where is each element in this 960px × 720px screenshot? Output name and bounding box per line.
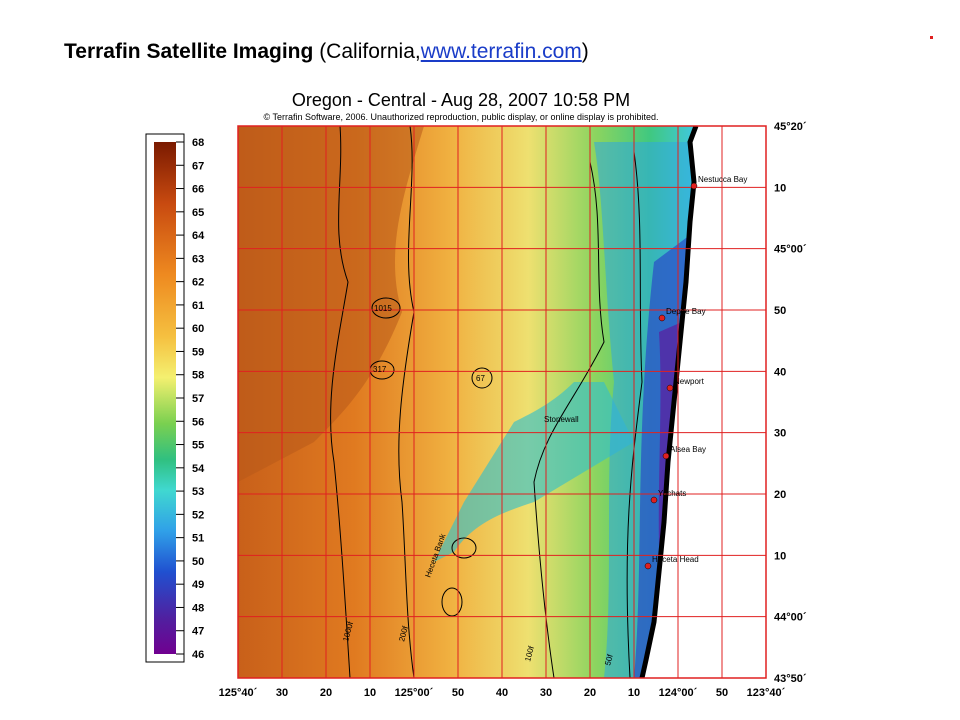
- place-marker: [650, 496, 658, 504]
- contour-label: 67: [476, 374, 485, 383]
- colorbar-tick-label: 65: [192, 207, 204, 219]
- colorbar: [154, 142, 176, 654]
- contour-seamount-1015: [371, 297, 401, 319]
- place-label: Depoe Bay: [666, 307, 706, 316]
- slide-title: Terrafin Satellite Imaging (California,w…: [64, 40, 589, 64]
- map-copyright: © Terrafin Software, 2006. Unauthorized …: [263, 112, 658, 122]
- terrafin-link[interactable]: www.terrafin.com: [420, 40, 582, 63]
- slide-title-bold: Terrafin Satellite Imaging: [64, 40, 314, 63]
- colorbar-tick-label: 59: [192, 346, 204, 358]
- contour-50f: [626, 151, 643, 678]
- slide-title-open: (California,: [319, 40, 421, 63]
- land: [642, 126, 766, 678]
- latitude-label: 50: [774, 305, 786, 317]
- contour-label: 50f: [603, 653, 615, 667]
- colorbar-tick-label: 62: [192, 277, 204, 289]
- slide-title-close: ): [581, 40, 589, 63]
- colorbar-tick-label: 67: [192, 160, 204, 172]
- longitude-label: 124°00´: [659, 687, 698, 699]
- colorbar-tick-label: 68: [192, 137, 204, 149]
- colorbar-tick-label: 49: [192, 579, 204, 591]
- longitude-label: 123°40´: [747, 687, 786, 699]
- colorbar-tick-label: 57: [192, 393, 204, 405]
- feature-label-stonewall: Stonewall: [544, 415, 579, 424]
- colorbar-tick-label: 51: [192, 533, 204, 545]
- red-dot: [930, 36, 933, 39]
- colorbar-tick-label: 48: [192, 602, 204, 614]
- contour-seamount-67: [471, 367, 493, 389]
- graticule: [238, 126, 766, 678]
- place-label: Nestucca Bay: [698, 175, 747, 184]
- latitude-label: 45°00´: [774, 244, 807, 256]
- latitude-label: 10: [774, 182, 786, 194]
- longitude-label: 10: [364, 687, 376, 699]
- longitude-label: 50: [716, 687, 728, 699]
- place-label: Heceta Head: [652, 555, 699, 564]
- contour-label: 317: [373, 365, 387, 374]
- colorbar-tick-label: 61: [192, 300, 204, 312]
- place-marker: [662, 452, 670, 460]
- latitude-label: 43°50´: [774, 673, 807, 685]
- longitude-label: 20: [320, 687, 332, 699]
- cool-tongue: [434, 382, 634, 562]
- contour-label: 100f: [523, 644, 536, 662]
- place-markers: Nestucca Bay Depoe Bay Newport Alsea Bay Yac…: [644, 175, 747, 570]
- map-frame: [237, 125, 767, 679]
- colorbar-tick-label: 46: [192, 649, 204, 661]
- place-marker: [666, 384, 674, 392]
- latitude-label: 40: [774, 366, 786, 378]
- place-marker: [658, 314, 666, 322]
- latitude-label: 44°00´: [774, 612, 807, 624]
- colorbar-tick-label: 54: [192, 463, 205, 475]
- colorbar-tick-label: 66: [192, 184, 204, 196]
- place-marker: [690, 182, 698, 190]
- longitude-label: 125°40´: [219, 687, 258, 699]
- colorbar-tick-label: 47: [192, 626, 204, 638]
- colorbar-ticks: 68 67 66 65 64 63 62 61 60 59 58 57 56 55 54 53 52 51 50 49…: [176, 137, 205, 661]
- longitude-label: 40: [496, 687, 508, 699]
- latitude-label: 30: [774, 428, 786, 440]
- colorbar-tick-label: 56: [192, 416, 204, 428]
- colorbar-tick-label: 55: [192, 440, 204, 452]
- latitude-label: 10: [774, 550, 786, 562]
- colorbar-tick-label: 58: [192, 370, 204, 382]
- longitude-label: 50: [452, 687, 464, 699]
- contour-heceta-bank: [451, 537, 477, 559]
- place-label: Newport: [674, 377, 705, 386]
- longitude-label: 30: [540, 687, 552, 699]
- contour-200f: [398, 126, 415, 678]
- colorbar-tick-label: 64: [192, 230, 205, 242]
- colorbar-tick-label: 52: [192, 509, 204, 521]
- contour-100f: [533, 161, 605, 678]
- place-label: Yachats: [658, 489, 686, 498]
- colorbar-tick-label: 60: [192, 323, 204, 335]
- longitude-labels: 125°40´ 30 20 10 125°00´ 50 40 30 20 10 124°00´ 50 1…: [219, 687, 786, 699]
- colorbar-tick-label: 53: [192, 486, 204, 498]
- contours: [330, 126, 643, 678]
- colorbar-tick-label: 50: [192, 556, 204, 568]
- latitude-labels: 45°20´ 10 45°00´ 50 40 30 20 10 44°00´ 43°50´: [774, 121, 807, 685]
- contour-1000f: [330, 126, 351, 678]
- contour-label: 1015: [374, 304, 392, 313]
- coastline: [639, 126, 699, 678]
- longitude-label: 125°00´: [395, 687, 434, 699]
- colorbar-tick-label: 63: [192, 253, 204, 265]
- latitude-label: 20: [774, 489, 786, 501]
- map-svg: Oregon - Central - Aug 28, 2007 10:58 PM…: [145, 90, 807, 699]
- longitude-label: 30: [276, 687, 288, 699]
- map-title: Oregon - Central - Aug 28, 2007 10:58 PM: [292, 90, 630, 110]
- place-label: Alsea Bay: [670, 445, 706, 454]
- contour-label: 200f: [397, 624, 410, 642]
- contour-heceta-bank-south: [441, 587, 463, 617]
- sst-map-figure: Oregon - Central - Aug 28, 2007 10:58 PM…: [134, 82, 812, 712]
- longitude-label: 20: [584, 687, 596, 699]
- latitude-label: 45°20´: [774, 121, 807, 133]
- longitude-label: 10: [628, 687, 640, 699]
- place-marker: [644, 562, 652, 570]
- warm-region: [238, 126, 424, 482]
